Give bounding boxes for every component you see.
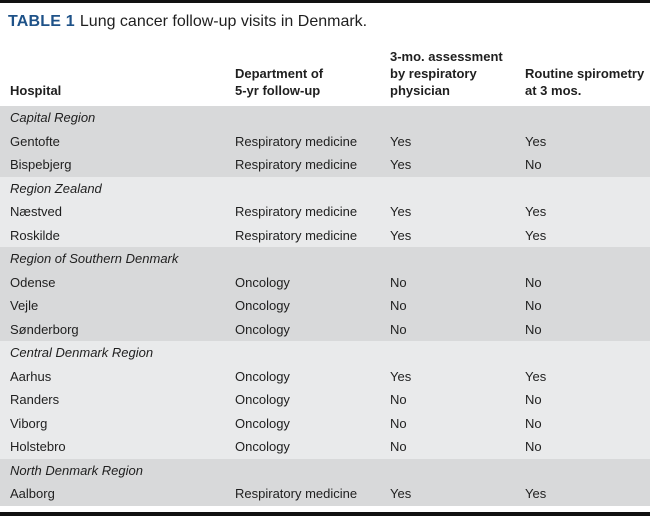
department-value: Respiratory medicine [235, 204, 358, 219]
department-value: Respiratory medicine [235, 486, 358, 501]
department-value: Oncology [235, 368, 290, 384]
department-value: Oncology [235, 298, 290, 313]
assessment-value: No [390, 439, 407, 454]
region-header-row: Region of Southern Denmark [0, 247, 650, 271]
region-header-row: Central Denmark Region [0, 341, 650, 365]
hospital-row: Viborg Oncology No No [0, 412, 650, 436]
department-value: Respiratory medicine [235, 133, 358, 149]
hospital-name: Viborg [10, 415, 48, 431]
region-name: Capital Region [10, 110, 96, 125]
department-value: Oncology [235, 439, 290, 454]
region-header-row: Capital Region [0, 106, 650, 130]
region-section: North Denmark Region Aalborg Respiratory m… [0, 458, 650, 506]
hospital-name: Randers [10, 392, 60, 407]
table-body: Capital Region Gentofte Respiratory medici… [0, 106, 650, 506]
spirometry-value: Yes [525, 486, 547, 501]
assessment-value: No [390, 415, 407, 431]
department-value: Oncology [235, 321, 290, 337]
hospital-row: Sønderborg Oncology No No [0, 318, 650, 342]
hospital-name: Aalborg [10, 486, 55, 501]
hospital-name: Odense [10, 274, 56, 290]
department-value: Respiratory medicine [235, 157, 358, 172]
assessment-value: No [390, 298, 407, 313]
spirometry-value: Yes [525, 227, 547, 243]
department-value: Oncology [235, 274, 290, 290]
region-name: North Denmark Region [10, 462, 143, 478]
hospital-name: Sønderborg [10, 321, 79, 337]
column-header-assessment: 3-mo. assessment by respiratory physicia… [390, 49, 503, 98]
hospital-row: Næstved Respiratory medicine Yes Yes [0, 200, 650, 224]
hospital-name: Holstebro [10, 439, 66, 454]
table-caption-text: Lung cancer follow-up visits in Denmark. [79, 13, 368, 30]
table-caption: TABLE 1 Lung cancer follow-up visits in D… [8, 11, 650, 32]
department-value: Respiratory medicine [235, 227, 358, 243]
hospital-row: Roskilde Respiratory medicine Yes Yes [0, 224, 650, 248]
hospital-row: Gentofte Respiratory medicine Yes Yes [0, 130, 650, 154]
hospital-name: Næstved [10, 204, 63, 219]
department-value: Oncology [235, 392, 290, 407]
region-name: Central Denmark Region [10, 345, 154, 360]
spirometry-value: No [525, 157, 542, 172]
spirometry-value: No [525, 321, 542, 337]
table-bottom-rule [0, 511, 650, 516]
hospital-name: Gentofte [10, 133, 60, 149]
column-header-spirometry: Routine spirometry at 3 mos. [525, 66, 645, 98]
spirometry-value: Yes [525, 204, 547, 219]
spirometry-value: Yes [525, 133, 547, 149]
column-header-department: Department of 5-yr follow-up [235, 66, 324, 98]
spirometry-value: Yes [525, 368, 547, 384]
hospital-name: Vejle [10, 298, 39, 313]
hospital-row: Aarhus Oncology Yes Yes [0, 365, 650, 389]
region-header-row: North Denmark Region [0, 459, 650, 483]
assessment-value: No [390, 392, 407, 407]
table-header-row: Hospital Department of 5-yr follow-up 3-… [0, 32, 650, 106]
assessment-value: Yes [390, 368, 412, 384]
assessment-value: Yes [390, 157, 412, 172]
assessment-value: Yes [390, 227, 412, 243]
spirometry-value: No [525, 298, 542, 313]
table-number-label: TABLE 1 [8, 13, 75, 30]
table-top-rule [0, 0, 650, 3]
hospital-row: Randers Oncology No No [0, 388, 650, 412]
department-value: Oncology [235, 415, 290, 431]
spirometry-value: No [525, 415, 542, 431]
hospital-row: Vejle Oncology No No [0, 294, 650, 318]
hospital-row: Aalborg Respiratory medicine Yes Yes [0, 482, 650, 506]
hospital-name: Roskilde [10, 227, 60, 243]
region-name: Region Zealand [10, 180, 102, 196]
assessment-value: No [390, 274, 407, 290]
hospital-name: Aarhus [10, 368, 52, 384]
hospital-row: Odense Oncology No No [0, 271, 650, 295]
region-name: Region of Southern Denmark [10, 251, 179, 266]
region-section: Region Zealand Næstved Respiratory medicin… [0, 176, 650, 248]
assessment-value: No [390, 321, 407, 337]
assessment-value: Yes [390, 133, 412, 149]
column-header-hospital: Hospital [10, 83, 62, 98]
assessment-value: Yes [390, 204, 412, 219]
region-section: Region of Southern Denmark Odense Oncology… [0, 247, 650, 341]
assessment-value: Yes [390, 486, 412, 501]
region-section: Central Denmark Region Aarhus Oncology Yes Y… [0, 341, 650, 459]
hospital-row: Bispebjerg Respiratory medicine Yes No [0, 153, 650, 177]
hospital-row: Holstebro Oncology No No [0, 435, 650, 459]
hospital-name: Bispebjerg [10, 157, 72, 172]
region-header-row: Region Zealand [0, 177, 650, 201]
spirometry-value: No [525, 274, 542, 290]
spirometry-value: No [525, 439, 542, 454]
region-section: Capital Region Gentofte Respiratory medici… [0, 106, 650, 177]
spirometry-value: No [525, 392, 542, 407]
